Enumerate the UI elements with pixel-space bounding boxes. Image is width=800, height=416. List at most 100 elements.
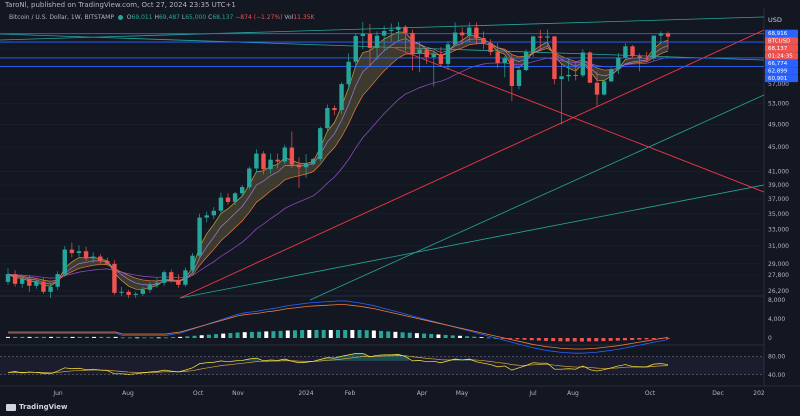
price-tag-label: 68,137 <box>768 46 788 52</box>
volume-bar <box>56 336 61 338</box>
candle <box>83 246 89 262</box>
candle <box>410 29 415 71</box>
candle-body <box>552 36 557 80</box>
candle-body <box>502 58 507 64</box>
rsi-overbought-fill <box>373 355 381 361</box>
candle <box>176 274 181 288</box>
candle-body <box>467 27 472 36</box>
candle <box>360 22 366 50</box>
currency-label[interactable]: USD <box>768 16 782 24</box>
candle <box>140 286 146 296</box>
volume-value: 11.35K <box>293 14 315 21</box>
volume-bar <box>357 330 362 338</box>
candle <box>289 131 295 168</box>
candle-body <box>254 153 259 169</box>
volume-bar <box>565 338 570 342</box>
candle <box>367 23 373 67</box>
time-tick-label: 2024 <box>298 390 313 397</box>
candle <box>332 105 337 116</box>
candle <box>389 23 394 42</box>
volume-bar <box>558 338 563 342</box>
candle-body <box>339 84 344 111</box>
volume-bar <box>106 336 111 338</box>
candle-body <box>644 57 649 59</box>
candle-body <box>594 82 600 95</box>
candle <box>623 43 628 59</box>
price-tag-box <box>765 52 798 60</box>
volume-bar <box>70 336 75 338</box>
teal-resistance-line <box>0 33 765 61</box>
volume-bar <box>350 330 355 338</box>
time-tick-label: Apr <box>417 390 428 397</box>
candle <box>538 29 543 52</box>
volume-bar <box>113 336 118 338</box>
volume-bar <box>314 330 319 338</box>
time-tick-label: Oct <box>193 390 204 397</box>
candle <box>254 149 259 174</box>
candle-body <box>161 272 167 283</box>
volume-bar <box>214 334 219 338</box>
candle <box>275 153 280 169</box>
candle-body <box>204 215 209 218</box>
change-value: −874 (−1.27%) <box>235 14 283 21</box>
candle <box>431 50 437 87</box>
tradingview-logo[interactable]: TradingView <box>6 403 68 411</box>
candle-body <box>417 49 422 54</box>
candle-body <box>601 81 607 95</box>
symbol-legend[interactable]: Bitcoin / U.S. Dollar, 1W, BITSTAMP O69,… <box>9 14 314 21</box>
time-tick-label: Jul <box>528 390 537 397</box>
high-label: H <box>154 14 159 21</box>
volume-bar <box>13 336 18 338</box>
candle-body <box>509 58 515 86</box>
candle <box>55 271 60 290</box>
teal-support-line-bottom <box>179 184 765 299</box>
candle <box>12 270 18 287</box>
price-tag-label: BTCUSD <box>768 39 790 45</box>
volume-bar <box>321 330 326 338</box>
candle <box>488 39 493 56</box>
volume-bar <box>371 330 376 338</box>
volume-bar <box>508 338 513 339</box>
candle <box>580 49 586 78</box>
rsi-overbought-fill <box>316 359 324 361</box>
volume-bar <box>264 331 269 338</box>
candle-body <box>495 52 500 64</box>
volume-bar <box>486 337 491 339</box>
candle-body <box>367 33 373 48</box>
candle-body <box>133 293 138 295</box>
volume-bar <box>127 337 132 339</box>
candle-body <box>389 29 394 32</box>
high-value: 69,487 <box>158 14 180 21</box>
price-tick-label: 35,000 <box>768 211 789 218</box>
candle-body <box>27 278 32 286</box>
candle <box>502 56 507 78</box>
price-tag-box <box>765 59 798 68</box>
candle <box>98 253 103 264</box>
price-tag-label: 68,916 <box>768 31 788 37</box>
price-tag-box <box>765 74 798 83</box>
candle-body <box>69 249 75 254</box>
rsi-signal-line <box>7 355 669 374</box>
candle <box>225 193 231 205</box>
volume-bar <box>601 338 606 342</box>
rsi-overbought-fill <box>401 356 409 361</box>
price-tag-symbol: BTCUSD <box>765 37 798 45</box>
symbol-title: Bitcoin / U.S. Dollar, 1W, BITSTAMP <box>9 14 114 21</box>
volume-tick-label: 8,000 <box>768 297 785 304</box>
candle-body <box>374 35 380 48</box>
candle <box>552 36 557 85</box>
candle-body <box>197 217 202 256</box>
candle-body <box>438 54 444 64</box>
candle-body <box>424 49 429 58</box>
candle-body <box>318 128 323 160</box>
candle <box>474 22 479 45</box>
price-tag-hline: 66,774 <box>765 59 798 68</box>
candle-body <box>169 272 174 280</box>
low-label: L <box>181 14 186 21</box>
volume-bar <box>630 338 635 340</box>
time-axis[interactable]: Jun Aug Oct Nov 2024 Feb Apr May Jul Aug Oct Dec 202 <box>52 390 765 397</box>
candle <box>112 260 117 295</box>
candle-body <box>190 255 195 271</box>
